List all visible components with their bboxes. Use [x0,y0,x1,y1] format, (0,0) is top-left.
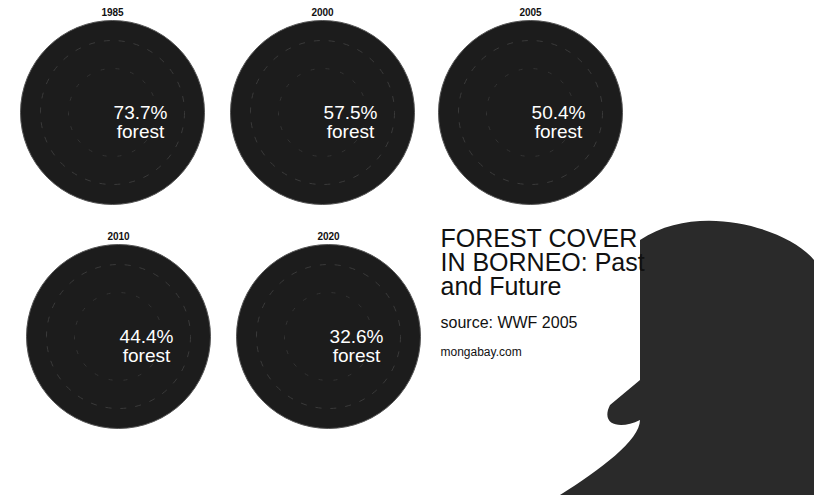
svg-text:source: WWF 2005: source: WWF 2005 [441,314,578,331]
svg-text:50.4%forest: 50.4%forest [532,102,586,142]
svg-text:44.4%forest: 44.4%forest [120,326,174,366]
svg-text:2005: 2005 [519,7,542,18]
svg-text:FOREST COVERIN BORNEO: Pastand: FOREST COVERIN BORNEO: Pastand Future [441,224,645,299]
svg-text:57.5%forest: 57.5%forest [324,102,378,142]
svg-text:mongabay.com: mongabay.com [441,345,522,359]
svg-text:1985: 1985 [101,7,124,18]
svg-text:32.6%forest: 32.6%forest [330,326,384,366]
svg-text:2020: 2020 [317,231,340,242]
svg-text:73.7%forest: 73.7%forest [114,102,168,142]
svg-text:2000: 2000 [311,7,334,18]
svg-text:2010: 2010 [107,231,130,242]
